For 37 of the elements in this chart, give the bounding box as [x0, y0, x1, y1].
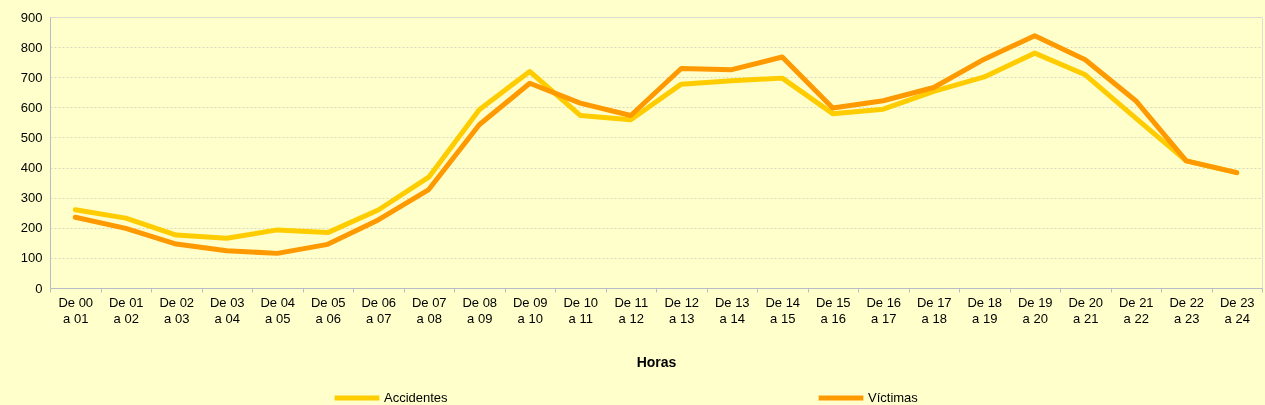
x-tick-label: De 16 a 17 — [866, 294, 902, 326]
x-tick-label: De 23 a 24 — [1219, 294, 1255, 326]
x-tick-label: De 20 a 21 — [1068, 294, 1104, 326]
y-tick-label: 900 — [20, 9, 43, 25]
x-tick-label: De 08 a 09 — [462, 294, 498, 326]
y-tick-label: 300 — [20, 190, 43, 206]
x-tick-label: De 10 a 11 — [563, 294, 599, 326]
x-axis-title: Horas — [636, 353, 677, 370]
x-tick-label: De 07 a 08 — [411, 294, 447, 326]
x-tick-label: De 00 a 01 — [58, 294, 94, 326]
x-tick-label: De 21 a 22 — [1118, 294, 1154, 326]
x-tick-label: De 19 a 20 — [1017, 294, 1053, 326]
x-tick-label: De 14 a 15 — [765, 294, 801, 326]
x-tick-label: De 11 a 12 — [614, 294, 649, 326]
y-tick-label: 600 — [20, 99, 43, 115]
y-tick-label: 500 — [20, 129, 43, 145]
x-tick-label: De 02 a 03 — [159, 294, 195, 326]
x-tick-label: De 03 a 04 — [209, 294, 245, 326]
x-tick-label: De 09 a 10 — [512, 294, 548, 326]
x-tick-label: De 01 a 02 — [108, 294, 144, 326]
x-tick-label: De 17 a 18 — [916, 294, 952, 326]
x-tick-label: De 12 a 13 — [664, 294, 700, 326]
y-tick-label: 0 — [35, 280, 43, 296]
y-tick-label: 700 — [20, 69, 43, 85]
x-tick-label: De 06 a 07 — [361, 294, 397, 326]
x-tick-label: De 22 a 23 — [1169, 294, 1205, 326]
y-tick-label: 400 — [20, 160, 43, 176]
x-tick-label: De 13 a 14 — [714, 294, 750, 326]
y-tick-label: 800 — [20, 39, 43, 55]
x-tick-label: De 18 a 19 — [967, 294, 1003, 326]
legend-label: Accidentes — [384, 390, 449, 405]
x-tick-label: De 05 a 06 — [310, 294, 346, 326]
y-tick-label: 100 — [20, 250, 43, 266]
x-tick-label: De 15 a 16 — [815, 294, 851, 326]
legend-label: Víctimas — [868, 390, 919, 405]
y-tick-label: 200 — [20, 220, 43, 236]
x-tick-label: De 04 a 05 — [260, 294, 296, 326]
